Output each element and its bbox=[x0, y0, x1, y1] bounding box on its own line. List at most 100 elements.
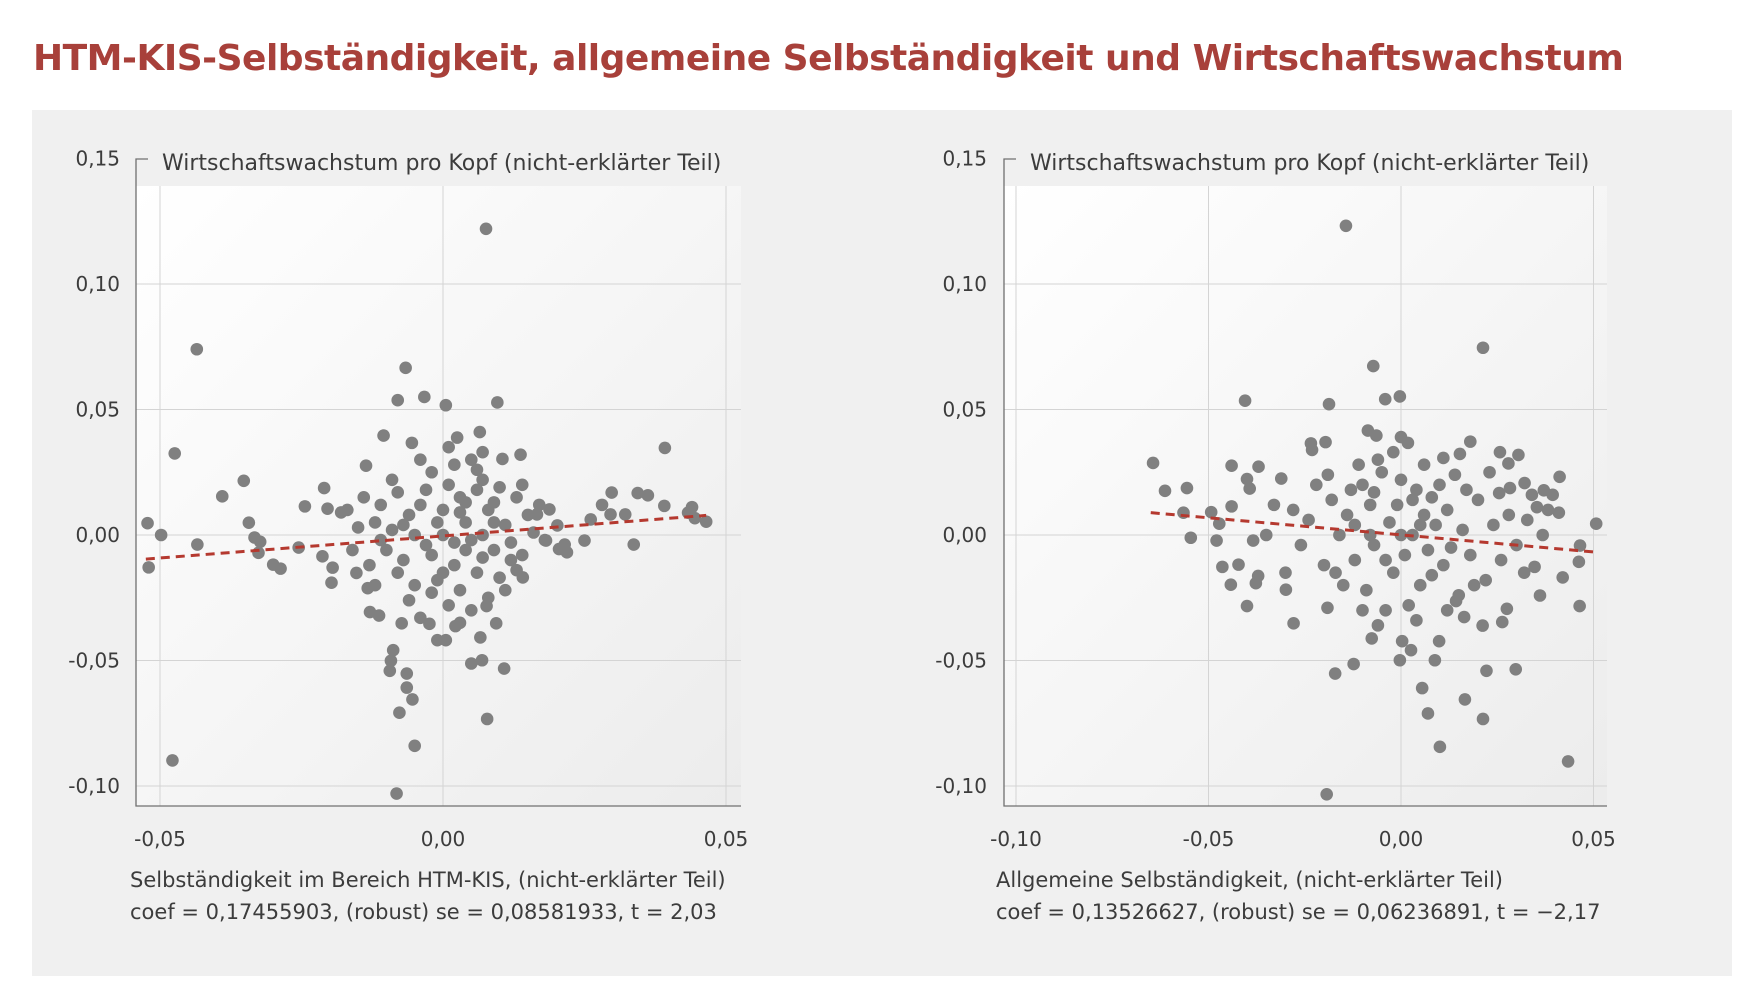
chart-2-data-point bbox=[1325, 493, 1338, 507]
chart-1-data-point bbox=[383, 664, 397, 678]
chart-2-data-point bbox=[1410, 483, 1423, 497]
chart-1-data-point bbox=[474, 631, 487, 644]
chart-2-y-tick-label: 0,15 bbox=[942, 147, 987, 171]
chart-1-data-point bbox=[530, 508, 544, 521]
chart-1-data-point bbox=[385, 523, 399, 537]
chart-2-data-point bbox=[1467, 578, 1481, 592]
chart-2-data-point bbox=[1367, 486, 1381, 499]
chart-2-data-point bbox=[1378, 392, 1392, 406]
chart-2-data-point bbox=[1553, 470, 1566, 484]
chart-2-data-point bbox=[1274, 472, 1288, 485]
chart-2-data-point bbox=[1464, 548, 1477, 562]
chart-1-y-tick-label: -0,05 bbox=[68, 649, 120, 673]
chart-1-data-point bbox=[497, 662, 511, 675]
figure-title: HTM-KIS-Selbständigkeit, allgemeine Selb… bbox=[33, 38, 1624, 79]
chart-1-y-tick-label: 0,10 bbox=[75, 272, 120, 296]
chart-2-data-point bbox=[1437, 451, 1450, 465]
chart-2-data-point bbox=[1398, 548, 1412, 562]
chart-1-data-point bbox=[191, 538, 204, 551]
chart-1-data-point bbox=[326, 561, 339, 574]
chart-1-data-point bbox=[317, 481, 331, 495]
chart-1-data-point bbox=[521, 508, 535, 522]
chart-1-data-point bbox=[400, 681, 414, 694]
chart-1-data-point bbox=[397, 553, 410, 567]
chart-1-data-point bbox=[419, 538, 433, 552]
chart-2-data-point bbox=[1493, 445, 1507, 459]
chart-1-data-point bbox=[350, 566, 363, 580]
chart-2-data-point bbox=[1246, 534, 1260, 547]
chart-1-data-point bbox=[334, 506, 348, 519]
chart-1-data-point bbox=[448, 558, 461, 572]
chart-1-data-point bbox=[215, 490, 229, 503]
chart-2-data-point bbox=[1573, 539, 1587, 552]
chart-1-data-point bbox=[418, 390, 431, 404]
chart-2-data-point bbox=[1421, 707, 1435, 720]
chart-2-data-point bbox=[1512, 448, 1525, 462]
chart-1-data-point bbox=[459, 543, 472, 557]
chart-2-data-point bbox=[1379, 604, 1392, 617]
chart-1-data-point bbox=[385, 473, 399, 487]
chart-1-data-point bbox=[142, 561, 155, 574]
chart-1-data-point bbox=[316, 550, 329, 563]
chart-2-data-point bbox=[1452, 588, 1466, 602]
chart-2-x-tick-label: -0,10 bbox=[990, 827, 1042, 851]
chart-2-data-point bbox=[1212, 517, 1226, 531]
chart-2-data-point bbox=[1393, 653, 1407, 667]
chart-1-data-point bbox=[325, 576, 338, 589]
chart-2-data-point bbox=[1352, 458, 1365, 472]
chart-1-data-point bbox=[631, 486, 645, 500]
chart-1-data-point bbox=[459, 496, 472, 509]
chart-1-x-tick-label: -0,05 bbox=[134, 827, 186, 851]
chart-2-data-point bbox=[1360, 583, 1373, 597]
chart-1-data-point bbox=[190, 342, 204, 356]
chart-2-data-point bbox=[1225, 500, 1238, 513]
chart-1-data-point bbox=[436, 528, 450, 542]
chart-2-stats: coef = 0,13526627, (robust) se = 0,06236… bbox=[996, 900, 1601, 924]
chart-2-data-point bbox=[1390, 498, 1404, 512]
chart-1-data-point bbox=[237, 474, 251, 488]
chart-2-data-point bbox=[1440, 604, 1454, 617]
chart-2-data-point bbox=[1252, 460, 1265, 474]
chart-1-data-point bbox=[374, 533, 388, 547]
chart-2-data-point bbox=[1433, 740, 1447, 754]
chart-2-x-tick-label: 0,00 bbox=[1379, 827, 1424, 851]
chart-1-data-point bbox=[439, 633, 453, 647]
chart-1-data-point bbox=[476, 445, 489, 459]
chart-2-data-point bbox=[1287, 617, 1300, 630]
chart-1-data-point bbox=[414, 498, 427, 512]
chart-2-data-point bbox=[1573, 599, 1586, 613]
chart-2-data-point bbox=[1458, 693, 1472, 706]
chart-2-data-point bbox=[1319, 435, 1332, 449]
chart-1-axes bbox=[135, 158, 741, 807]
chart-1-data-point bbox=[431, 516, 444, 529]
chart-1-data-point bbox=[397, 518, 410, 532]
chart-1-data-point bbox=[154, 528, 168, 542]
chart-2-data-point bbox=[1471, 493, 1485, 507]
chart-1-data-point bbox=[658, 499, 671, 513]
chart-1-data-point bbox=[584, 513, 598, 526]
chart-1-data-point bbox=[390, 787, 403, 800]
chart-1-data-point bbox=[408, 739, 422, 753]
chart-1-data-point bbox=[408, 528, 422, 542]
chart-2-data-point bbox=[1158, 484, 1172, 498]
chart-2-data-point bbox=[1406, 493, 1419, 507]
chart-2-data-point bbox=[1503, 481, 1517, 495]
chart-2-data-point bbox=[1425, 491, 1439, 504]
chart-1-data-point bbox=[400, 667, 414, 680]
chart-1-data-point bbox=[436, 503, 450, 517]
chart-1-data-point bbox=[470, 483, 484, 497]
chart-1-data-point bbox=[141, 516, 154, 530]
chart-2-data-point bbox=[1536, 528, 1549, 542]
chart-1-data-point bbox=[479, 222, 493, 236]
chart-2-data-point bbox=[1394, 473, 1408, 487]
chart-1-data-point bbox=[510, 563, 523, 577]
chart-1-data-point bbox=[363, 558, 376, 572]
chart-1-data-point bbox=[493, 481, 506, 494]
chart-2-y-tick-label: -0,10 bbox=[935, 774, 987, 798]
chart-1-data-point bbox=[346, 543, 359, 557]
chart-1-data-point bbox=[496, 452, 509, 466]
chart-2-data-point bbox=[1457, 610, 1471, 624]
chart-2-data-point bbox=[1340, 508, 1354, 522]
chart-2-data-point bbox=[1476, 341, 1490, 355]
chart-1-data-point bbox=[558, 538, 571, 551]
